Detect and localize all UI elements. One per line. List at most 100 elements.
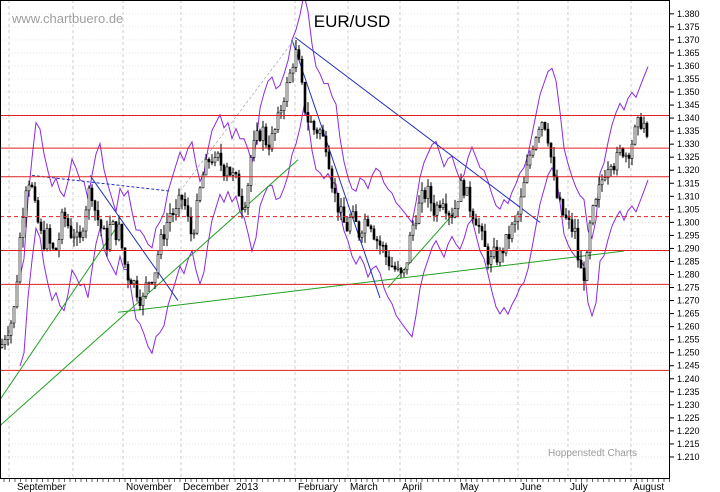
candle-body	[135, 280, 139, 298]
candle-body	[423, 190, 427, 199]
candle-body	[447, 212, 451, 216]
candle-body	[531, 148, 535, 156]
candle-body	[162, 234, 166, 240]
candle-body	[438, 204, 442, 208]
candle-body	[585, 252, 589, 281]
candle-body	[240, 195, 244, 210]
y-tick-label: 1.320	[677, 165, 700, 175]
candle-body	[606, 169, 610, 178]
candle-body	[561, 198, 565, 216]
candle-body	[432, 202, 436, 216]
y-tick-label: 1.250	[677, 348, 700, 358]
candle-body	[639, 116, 643, 129]
x-month-label: March	[350, 482, 378, 492]
candle-body	[69, 225, 73, 238]
candle-body	[378, 240, 382, 246]
candle-body	[627, 154, 631, 159]
candle-body	[342, 206, 346, 223]
horizontal-gridlines	[0, 13, 670, 458]
candle-body	[528, 154, 532, 166]
candle-body	[9, 322, 13, 336]
y-tick-label: 1.285	[677, 256, 700, 266]
candle-body	[87, 187, 91, 211]
x-month-label: December	[183, 482, 230, 492]
candle-body	[525, 164, 529, 183]
candle-body	[486, 246, 490, 265]
candle-body	[474, 218, 478, 226]
y-tick-label: 1.315	[677, 178, 700, 188]
candle-body	[603, 177, 607, 181]
candle-body	[390, 265, 394, 268]
y-tick-label: 1.255	[677, 335, 700, 345]
candle-body	[465, 186, 469, 196]
candle-body	[504, 234, 508, 254]
candle-body	[309, 120, 313, 123]
candle-body	[219, 152, 223, 166]
candle-body	[96, 210, 100, 221]
candle-body	[198, 187, 202, 201]
y-tick-label: 1.295	[677, 230, 700, 240]
candle-body	[360, 232, 364, 238]
candle-body	[591, 205, 595, 224]
candle-body	[285, 82, 289, 102]
candle-body	[282, 101, 286, 111]
candle-body	[318, 129, 322, 134]
trendline-green	[387, 211, 456, 288]
candle-body	[144, 282, 148, 297]
candle-body	[126, 263, 130, 281]
candle-body	[594, 198, 598, 206]
candle-body	[75, 231, 79, 238]
candle-body	[582, 267, 586, 281]
y-tick-label: 1.375	[677, 22, 700, 32]
chart-title: EUR/USD	[314, 12, 391, 31]
y-tick-label: 1.325	[677, 152, 700, 162]
y-tick-label: 1.210	[677, 452, 700, 462]
y-tick-label: 1.240	[677, 374, 700, 384]
candle-body	[483, 230, 487, 248]
candle-body	[471, 210, 475, 220]
y-tick-label: 1.380	[677, 9, 700, 19]
y-tick-label: 1.350	[677, 87, 700, 97]
candle-body	[90, 187, 94, 202]
candle-body	[261, 126, 265, 141]
candle-body	[519, 196, 523, 215]
candle-body	[57, 239, 61, 251]
y-tick-label: 1.265	[677, 309, 700, 319]
candle-body	[477, 224, 481, 227]
x-month-label: June	[520, 482, 542, 492]
candle-body	[573, 227, 577, 232]
candle-body	[108, 224, 112, 250]
candle-body	[543, 122, 547, 130]
candle-body	[540, 122, 544, 130]
candle-body	[459, 180, 463, 202]
candle-body	[165, 222, 169, 240]
candle-body	[45, 228, 49, 250]
candle-body	[168, 213, 172, 223]
candle-body	[324, 135, 328, 153]
trendline-green	[117, 250, 625, 313]
candle-body	[426, 185, 430, 199]
candle-body	[24, 190, 28, 218]
y-tick-label: 1.330	[677, 139, 700, 149]
candle-body	[264, 126, 268, 146]
candle-body	[294, 49, 298, 68]
candle-body	[336, 192, 340, 213]
candle-body	[495, 246, 499, 263]
candle-body	[600, 179, 604, 186]
candle-body	[231, 172, 235, 176]
candle-body	[633, 126, 637, 145]
candle-body	[279, 110, 283, 114]
candle-body	[402, 269, 406, 274]
candle-body	[549, 142, 553, 158]
candle-body	[276, 112, 280, 130]
candle-body	[21, 217, 25, 238]
candle-body	[222, 164, 226, 177]
upper-band	[19, 0, 649, 277]
candle-body	[93, 200, 97, 211]
candle-body	[246, 185, 250, 208]
support-resistance-lines	[0, 114, 670, 371]
candle-body	[597, 184, 601, 200]
candle-body	[12, 306, 16, 324]
candle-body	[237, 173, 241, 197]
